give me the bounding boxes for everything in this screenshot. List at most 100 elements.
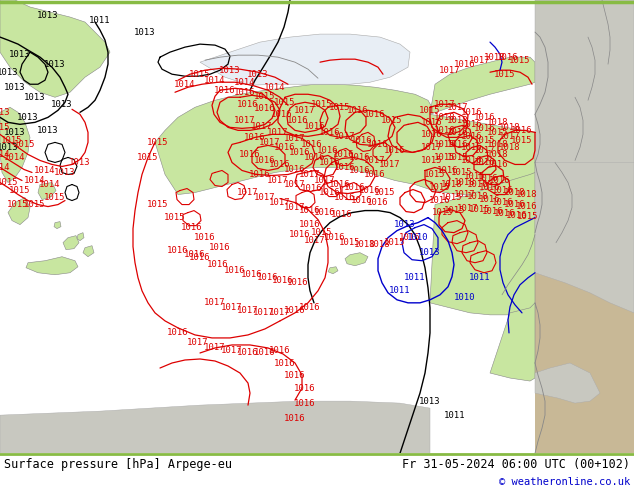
Text: 1016: 1016 <box>365 170 385 179</box>
Text: 1016: 1016 <box>462 120 482 129</box>
Polygon shape <box>38 182 56 199</box>
Text: 1016: 1016 <box>479 195 501 204</box>
Text: 1013: 1013 <box>24 93 46 102</box>
Text: 1013: 1013 <box>44 60 66 69</box>
Text: 1016: 1016 <box>317 146 339 155</box>
Text: 1016: 1016 <box>334 193 356 202</box>
Text: 1015: 1015 <box>509 56 531 65</box>
Text: 1016: 1016 <box>271 110 293 119</box>
Text: 1016: 1016 <box>462 143 482 152</box>
Text: 1011: 1011 <box>89 16 111 24</box>
Text: 1017: 1017 <box>299 170 321 179</box>
Text: 1016: 1016 <box>214 86 236 95</box>
Polygon shape <box>535 363 600 403</box>
Text: 1016: 1016 <box>324 233 346 242</box>
Text: 1016: 1016 <box>239 150 261 159</box>
Polygon shape <box>328 267 338 274</box>
Polygon shape <box>155 84 535 195</box>
Text: 1016: 1016 <box>184 250 206 259</box>
Text: 1017: 1017 <box>204 298 226 307</box>
Text: 1015: 1015 <box>434 140 456 149</box>
Text: 1017: 1017 <box>234 116 256 125</box>
Text: 1015: 1015 <box>275 98 295 107</box>
Text: 1016: 1016 <box>284 165 306 174</box>
Text: 1016: 1016 <box>477 174 499 183</box>
Text: 1016: 1016 <box>349 153 371 162</box>
Text: 1016: 1016 <box>304 153 326 162</box>
Text: 1015: 1015 <box>381 116 403 125</box>
Text: 1016: 1016 <box>242 270 262 279</box>
Text: 1015: 1015 <box>147 200 169 209</box>
Text: 1015: 1015 <box>10 186 31 195</box>
Text: 1013: 1013 <box>51 100 73 109</box>
Text: 1017: 1017 <box>379 160 401 169</box>
Text: 1016: 1016 <box>489 176 511 185</box>
Text: 1013: 1013 <box>0 143 19 152</box>
Polygon shape <box>490 303 535 381</box>
Text: 1016: 1016 <box>320 158 340 167</box>
Text: 1016: 1016 <box>479 183 501 192</box>
Text: 1016: 1016 <box>474 124 496 133</box>
Text: 1015: 1015 <box>488 128 508 137</box>
Text: 1014: 1014 <box>234 78 256 87</box>
Text: 1017: 1017 <box>454 190 476 199</box>
Text: 1016: 1016 <box>329 180 351 189</box>
Polygon shape <box>430 57 535 114</box>
Text: 1016: 1016 <box>344 183 366 192</box>
Text: 1017: 1017 <box>221 346 243 355</box>
Text: 1016: 1016 <box>287 278 309 287</box>
Text: 1018: 1018 <box>354 240 376 249</box>
Text: 1016: 1016 <box>284 370 306 380</box>
Text: 1015: 1015 <box>451 168 473 177</box>
Text: 1016: 1016 <box>334 163 356 172</box>
Text: 1018: 1018 <box>441 180 463 189</box>
Text: 1015: 1015 <box>464 172 486 181</box>
Text: 1017: 1017 <box>434 100 456 109</box>
Text: 1016: 1016 <box>320 128 340 137</box>
Text: 1016: 1016 <box>275 143 295 152</box>
Text: 1015: 1015 <box>432 208 454 217</box>
Text: 1015: 1015 <box>147 138 169 147</box>
Text: 1015: 1015 <box>339 238 361 247</box>
Text: 1016: 1016 <box>234 88 256 97</box>
Text: 1014: 1014 <box>34 166 56 175</box>
Polygon shape <box>535 163 634 313</box>
Polygon shape <box>8 197 30 224</box>
Text: 1017: 1017 <box>439 66 461 74</box>
Text: 1017: 1017 <box>284 203 306 212</box>
Text: 1016: 1016 <box>254 348 276 358</box>
Text: 1015: 1015 <box>254 92 276 101</box>
Text: 1018: 1018 <box>499 123 521 132</box>
Text: 1018: 1018 <box>516 190 538 199</box>
Text: 1016: 1016 <box>474 158 496 167</box>
Text: 1016: 1016 <box>269 160 291 169</box>
Polygon shape <box>83 245 94 257</box>
Polygon shape <box>77 233 84 241</box>
Text: 1015: 1015 <box>0 123 11 132</box>
Polygon shape <box>26 257 78 275</box>
Text: 1015: 1015 <box>384 238 406 247</box>
Text: 1018: 1018 <box>454 178 476 187</box>
Text: 1015: 1015 <box>495 70 515 79</box>
Text: 1014: 1014 <box>39 180 61 189</box>
Text: 1013: 1013 <box>134 27 156 37</box>
Text: 1015: 1015 <box>329 103 351 112</box>
Text: 1013: 1013 <box>4 128 26 137</box>
Text: 1015: 1015 <box>24 200 46 209</box>
Text: 1013: 1013 <box>247 70 269 79</box>
Text: 1016: 1016 <box>244 133 266 142</box>
Text: 1016: 1016 <box>181 223 203 232</box>
Text: 1015: 1015 <box>311 100 333 109</box>
Text: 1014: 1014 <box>174 80 196 89</box>
Text: 1016: 1016 <box>299 303 321 312</box>
Text: 1016: 1016 <box>399 233 421 242</box>
Text: 1016: 1016 <box>237 348 259 358</box>
Text: 1015: 1015 <box>511 136 533 145</box>
Text: 1017: 1017 <box>474 146 496 155</box>
Text: 1016: 1016 <box>504 200 526 209</box>
Text: 1016: 1016 <box>421 130 443 139</box>
Text: 1016: 1016 <box>304 122 326 131</box>
Text: 1018: 1018 <box>447 116 469 125</box>
Text: 1017: 1017 <box>253 308 275 318</box>
Text: 1018: 1018 <box>488 140 508 149</box>
